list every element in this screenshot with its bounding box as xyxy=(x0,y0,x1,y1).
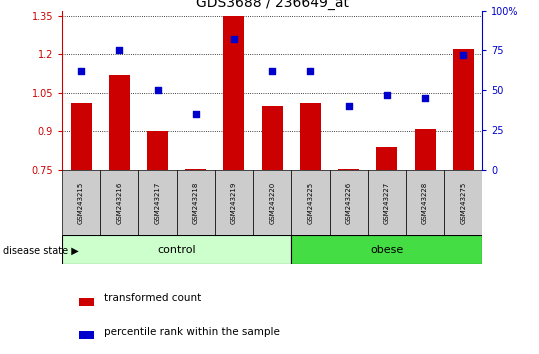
Text: GSM243228: GSM243228 xyxy=(422,182,428,224)
Bar xyxy=(71,103,92,170)
FancyBboxPatch shape xyxy=(444,170,482,235)
Bar xyxy=(79,298,94,306)
FancyBboxPatch shape xyxy=(100,170,139,235)
Text: obese: obese xyxy=(370,245,404,255)
FancyBboxPatch shape xyxy=(329,170,368,235)
FancyBboxPatch shape xyxy=(406,170,444,235)
FancyBboxPatch shape xyxy=(253,170,291,235)
Bar xyxy=(262,106,283,170)
Point xyxy=(459,52,468,58)
Text: GSM243218: GSM243218 xyxy=(193,182,199,224)
FancyBboxPatch shape xyxy=(177,170,215,235)
Text: GSM243275: GSM243275 xyxy=(460,182,466,224)
Text: GSM243220: GSM243220 xyxy=(269,182,275,224)
Point xyxy=(344,103,353,109)
Bar xyxy=(224,16,245,170)
Bar xyxy=(453,49,474,170)
Point xyxy=(383,92,391,98)
Bar xyxy=(109,75,130,170)
Point xyxy=(268,68,277,74)
Point xyxy=(306,68,315,74)
FancyBboxPatch shape xyxy=(291,235,482,264)
FancyBboxPatch shape xyxy=(215,170,253,235)
Text: disease state ▶: disease state ▶ xyxy=(3,246,79,256)
Text: GSM243216: GSM243216 xyxy=(116,182,122,224)
FancyBboxPatch shape xyxy=(139,170,177,235)
Bar xyxy=(79,331,94,339)
Text: transformed count: transformed count xyxy=(104,293,201,303)
FancyBboxPatch shape xyxy=(291,170,329,235)
FancyBboxPatch shape xyxy=(368,170,406,235)
Point xyxy=(77,68,85,74)
Title: GDS3688 / 236649_at: GDS3688 / 236649_at xyxy=(196,0,349,10)
Text: GSM243215: GSM243215 xyxy=(78,182,84,224)
FancyBboxPatch shape xyxy=(62,235,291,264)
Bar xyxy=(338,169,359,170)
Bar xyxy=(300,103,321,170)
Bar xyxy=(147,131,168,170)
Text: GSM243226: GSM243226 xyxy=(345,182,351,224)
Text: control: control xyxy=(157,245,196,255)
Bar xyxy=(414,129,436,170)
Text: GSM243217: GSM243217 xyxy=(155,182,161,224)
Text: GSM243225: GSM243225 xyxy=(307,182,313,224)
Point xyxy=(153,87,162,93)
Text: percentile rank within the sample: percentile rank within the sample xyxy=(104,327,280,337)
Point xyxy=(421,95,430,101)
Point xyxy=(115,47,123,53)
Bar xyxy=(376,147,397,170)
Point xyxy=(230,36,238,42)
Text: GSM243227: GSM243227 xyxy=(384,182,390,224)
FancyBboxPatch shape xyxy=(62,170,100,235)
Bar xyxy=(185,169,206,170)
Text: GSM243219: GSM243219 xyxy=(231,182,237,224)
Point xyxy=(191,111,200,117)
